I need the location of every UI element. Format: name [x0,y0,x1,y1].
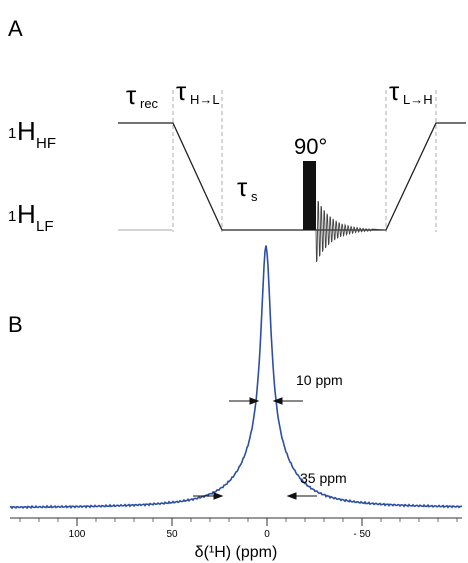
fid-signal [315,200,387,263]
tick-label-0: 0 [264,529,270,540]
tick-label-minus-50: - 50 [353,529,371,540]
svg-text:HF: HF [36,135,56,152]
tau-rec-label: τ rec [126,80,159,111]
svg-text:L→H: L→H [403,92,433,107]
svg-text:H: H [17,199,36,229]
svg-text:τ: τ [237,172,248,202]
svg-text:τ: τ [176,76,187,106]
svg-text:τ: τ [126,80,137,110]
svg-text:s: s [251,189,258,204]
x-axis-minor-ticks [19,518,458,522]
svg-text:1: 1 [8,208,16,225]
panel-b-label: B [8,312,23,337]
tick-label-100: 100 [69,529,86,540]
annotation-10-ppm: 10 ppm [296,372,343,388]
svg-text:LF: LF [36,218,54,235]
panel-a-label: A [8,16,23,41]
svg-text:H: H [17,116,36,146]
dashed-guides [172,90,437,232]
tick-label-50: 50 [166,529,178,540]
pulse-label: 90° [294,134,327,159]
x-axis-major-ticks [76,518,363,526]
svg-text:1: 1 [8,125,16,142]
tau-l-to-h-label: τ L→H [389,76,433,107]
tau-s-label: τ s [237,172,258,204]
fwhm-arrows [229,397,303,405]
nmr-spectrum-line [9,245,463,510]
x-axis-title: δ(¹H) (ppm) [195,544,278,561]
base-width-arrows [193,492,317,500]
tau-h-to-l-label: τ H→L [176,76,220,107]
level-lf-label: 1 H LF [8,199,54,235]
svg-text:τ: τ [389,76,400,106]
rf-pulse-block [303,161,316,230]
svg-text:H→L: H→L [190,92,220,107]
svg-text:rec: rec [140,96,159,111]
level-hf-label: 1 H HF [8,116,56,152]
annotation-35-ppm: 35 ppm [300,470,347,486]
field-profile-line [118,122,466,231]
